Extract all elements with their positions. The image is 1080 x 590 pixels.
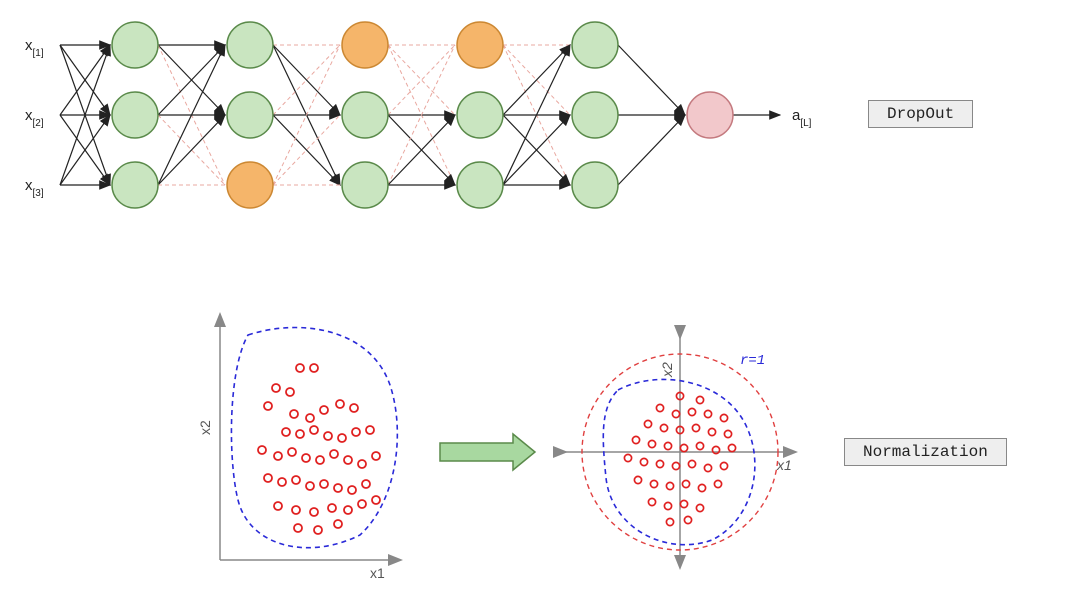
- data-point: [648, 440, 655, 447]
- data-point: [664, 502, 671, 509]
- data-point: [666, 518, 673, 525]
- data-point: [310, 426, 318, 434]
- data-point: [624, 454, 631, 461]
- data-point: [296, 430, 304, 438]
- data-point: [650, 480, 657, 487]
- data-point: [282, 428, 290, 436]
- data-point: [708, 428, 715, 435]
- dropout-label-text: DropOut: [887, 105, 954, 123]
- data-point: [720, 414, 727, 421]
- data-point: [696, 396, 703, 403]
- data-point: [310, 508, 318, 516]
- data-point: [292, 506, 300, 514]
- data-point: [358, 460, 366, 468]
- data-point: [672, 410, 679, 417]
- data-point: [264, 474, 272, 482]
- data-point: [682, 480, 689, 487]
- data-point: [720, 462, 727, 469]
- data-point: [334, 484, 342, 492]
- data-point: [696, 442, 703, 449]
- data-point: [272, 384, 280, 392]
- dropout-label-box: DropOut: [868, 100, 973, 128]
- data-point: [324, 432, 332, 440]
- data-point: [704, 464, 711, 471]
- data-point: [306, 414, 314, 422]
- transform-arrow: [440, 434, 535, 470]
- data-point: [350, 404, 358, 412]
- data-point: [634, 476, 641, 483]
- data-point: [640, 458, 647, 465]
- data-point: [302, 454, 310, 462]
- data-point: [704, 410, 711, 417]
- y-axis-label: x2: [659, 362, 675, 378]
- data-point: [328, 504, 336, 512]
- data-point: [666, 482, 673, 489]
- data-point: [294, 524, 302, 532]
- data-point: [644, 420, 651, 427]
- data-point: [714, 480, 721, 487]
- data-point: [292, 476, 300, 484]
- data-point: [684, 516, 691, 523]
- x-axis-label: x1: [776, 457, 792, 473]
- data-point: [306, 482, 314, 490]
- data-point: [286, 388, 294, 396]
- data-point: [310, 364, 318, 372]
- data-point: [320, 480, 328, 488]
- data-point: [358, 500, 366, 508]
- data-point: [296, 364, 304, 372]
- y-axis-label: x2: [197, 420, 213, 435]
- r-label: r=1: [740, 353, 765, 369]
- data-point: [698, 484, 705, 491]
- data-point: [274, 452, 282, 460]
- normalization-label-text: Normalization: [863, 443, 988, 461]
- data-point: [688, 460, 695, 467]
- normalization-label-box: Normalization: [844, 438, 1007, 466]
- data-point: [278, 478, 286, 486]
- data-point: [728, 444, 735, 451]
- data-point: [672, 462, 679, 469]
- data-point: [372, 452, 380, 460]
- data-point: [692, 424, 699, 431]
- data-point: [680, 500, 687, 507]
- data-point: [274, 502, 282, 510]
- data-boundary: [603, 379, 755, 544]
- data-point: [680, 444, 687, 451]
- data-point: [314, 526, 322, 534]
- data-point: [288, 448, 296, 456]
- data-point: [372, 496, 380, 504]
- data-point: [334, 520, 342, 528]
- data-point: [362, 480, 370, 488]
- data-point: [648, 498, 655, 505]
- data-point: [336, 400, 344, 408]
- data-point: [632, 436, 639, 443]
- data-point: [338, 434, 346, 442]
- data-point: [344, 456, 352, 464]
- data-point: [352, 428, 360, 436]
- data-point: [696, 504, 703, 511]
- data-point: [656, 404, 663, 411]
- data-point: [330, 450, 338, 458]
- data-point: [348, 486, 356, 494]
- data-point: [724, 430, 731, 437]
- data-point: [656, 460, 663, 467]
- x-axis-label: x1: [370, 565, 385, 581]
- data-point: [366, 426, 374, 434]
- data-point: [316, 456, 324, 464]
- data-point: [660, 424, 667, 431]
- data-point: [264, 402, 272, 410]
- data-point: [320, 406, 328, 414]
- data-point: [664, 442, 671, 449]
- data-boundary: [231, 328, 397, 548]
- data-point: [688, 408, 695, 415]
- normalization-diagram: x1 x2 x1 x2 r=1: [0, 0, 820, 590]
- data-point: [344, 506, 352, 514]
- data-point: [258, 446, 266, 454]
- data-point: [290, 410, 298, 418]
